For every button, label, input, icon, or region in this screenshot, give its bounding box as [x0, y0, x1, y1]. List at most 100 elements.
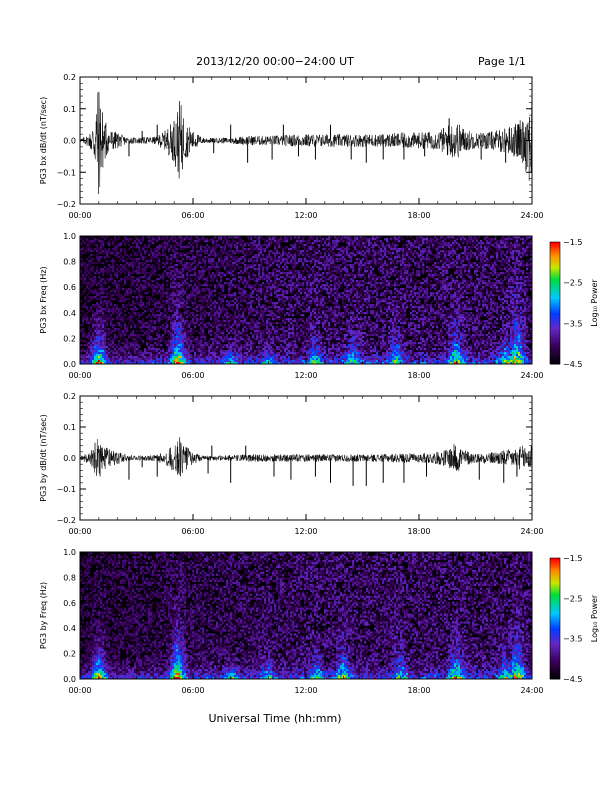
spectrogram-cell: [96, 360, 99, 363]
spectrogram-cell: [300, 250, 303, 253]
spectrogram-cell: [182, 320, 185, 323]
spectrogram-cell: [300, 292, 303, 295]
spectrogram-cell: [144, 250, 147, 253]
spectrogram-cell: [172, 330, 175, 333]
spectrogram-cell: [100, 252, 103, 255]
spectrogram-cell: [228, 324, 231, 327]
spectrogram-cell: [162, 254, 165, 257]
spectrogram-cell: [298, 338, 301, 341]
spectrogram-cell: [140, 238, 143, 241]
spectrogram-cell: [172, 290, 175, 293]
spectrogram-cell: [276, 334, 279, 337]
spectrogram-cell: [298, 252, 301, 255]
spectrogram-cell: [214, 332, 217, 335]
spectrogram-cell: [140, 354, 143, 357]
spectrogram-cell: [158, 342, 161, 345]
spectrogram-cell: [242, 324, 245, 327]
spectrogram-cell: [144, 284, 147, 287]
spectrogram-cell: [232, 316, 235, 319]
spectrogram-cell: [136, 278, 139, 281]
spectrogram-cell: [108, 310, 111, 313]
spectrogram-cell: [162, 290, 165, 293]
spectrogram-cell: [220, 350, 223, 353]
spectrogram-cell: [110, 270, 113, 273]
spectrogram-cell: [148, 352, 151, 355]
spectrogram-cell: [178, 348, 181, 351]
spectrogram-cell: [146, 362, 149, 365]
spectrogram-cell: [292, 346, 295, 349]
spectrogram-cell: [172, 336, 175, 339]
spectrogram-cell: [100, 318, 103, 321]
spectrogram-cell: [90, 286, 93, 289]
spectrogram-cell: [232, 256, 235, 259]
spectrogram-cell: [120, 250, 123, 253]
spectrogram-cell: [112, 294, 115, 297]
spectrogram-cell: [178, 338, 181, 341]
spectrogram-cell: [250, 308, 253, 311]
spectrogram-cell: [82, 336, 85, 339]
spectrogram-cell: [308, 274, 311, 277]
spectrogram-cell: [218, 316, 221, 319]
spectrogram-cell: [182, 302, 185, 305]
spectrogram-cell: [308, 340, 311, 343]
spectrogram-cell: [124, 254, 127, 257]
spectrogram-cell: [134, 348, 137, 351]
spectrogram-cell: [256, 346, 259, 349]
spectrogram-cell: [178, 270, 181, 273]
spectrogram-cell: [290, 258, 293, 261]
spectrogram-cell: [266, 362, 269, 365]
spectrogram-cell: [120, 326, 123, 329]
spectrogram-cell: [86, 268, 89, 271]
spectrogram-cell: [286, 240, 289, 243]
spectrogram-cell: [220, 284, 223, 287]
spectrogram-cell: [302, 254, 305, 257]
spectrogram-cell: [308, 280, 311, 283]
spectrogram-cell: [114, 238, 117, 241]
spectrogram-cell: [102, 358, 105, 361]
spectrogram-cell: [194, 278, 197, 281]
spectrogram-cell: [284, 258, 287, 261]
spectrogram-cell: [258, 302, 261, 305]
spectrogram-cell: [202, 326, 205, 329]
spectrogram-cell: [136, 362, 139, 365]
spectrogram-cell: [276, 254, 279, 257]
spectrogram-cell: [230, 294, 233, 297]
spectrogram-cell: [196, 246, 199, 249]
spectrogram-cell: [90, 306, 93, 309]
spectrogram-cell: [104, 248, 107, 251]
spectrogram-cell: [118, 346, 121, 349]
spectrogram-cell: [266, 308, 269, 311]
spectrogram-cell: [80, 352, 83, 355]
spectrogram-cell: [222, 356, 225, 359]
spectrogram-cell: [290, 236, 293, 239]
spectrogram-cell: [136, 360, 139, 363]
spectrogram-cell: [270, 356, 273, 359]
spectrogram-cell: [228, 350, 231, 353]
spectrogram-cell: [176, 244, 179, 247]
spectrogram-cell: [114, 284, 117, 287]
spectrogram-cell: [130, 246, 133, 249]
spectrogram-cell: [94, 318, 97, 321]
spectrogram-cell: [226, 258, 229, 261]
spectrogram-cell: [270, 294, 273, 297]
spectrogram-cell: [208, 262, 211, 265]
spectrogram-cell: [250, 302, 253, 305]
spectrogram-cell: [222, 334, 225, 337]
spectrogram-cell: [244, 350, 247, 353]
spectrogram-cell: [102, 274, 105, 277]
spectrogram-cell: [214, 250, 217, 253]
spectrogram-cell: [246, 322, 249, 325]
spectrogram-cell: [178, 292, 181, 295]
spectrogram-cell: [100, 242, 103, 245]
spectrogram-cell: [308, 354, 311, 357]
spectrogram-cell: [88, 278, 91, 281]
spectrogram-cell: [116, 250, 119, 253]
spectrogram-cell: [174, 334, 177, 337]
spectrogram-cell: [128, 238, 131, 241]
spectrogram-cell: [218, 268, 221, 271]
spectrogram-cell: [96, 358, 99, 361]
spectrogram-cell: [258, 354, 261, 357]
spectrogram-cell: [166, 348, 169, 351]
spectrogram-cell: [238, 276, 241, 279]
spectrogram-cell: [216, 240, 219, 243]
